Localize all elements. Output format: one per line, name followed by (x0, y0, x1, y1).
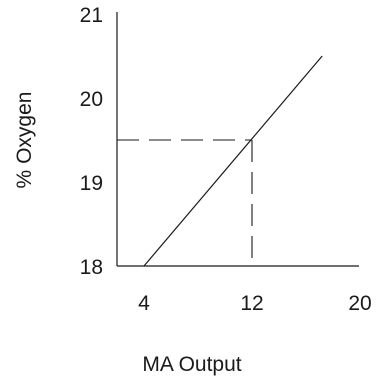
series-line (143, 55, 323, 267)
x-tick-labels: 4 12 20 (138, 292, 372, 315)
y-tick-labels: 18 19 20 21 (80, 4, 103, 279)
x-axis-title: MA Output (142, 353, 241, 376)
y-tick-label: 20 (80, 88, 103, 111)
y-axis-title: % Oxygen (13, 92, 36, 189)
series-line-group (143, 55, 323, 267)
y-tick-label: 18 (80, 256, 103, 279)
x-tick-label: 4 (138, 292, 150, 315)
y-tick-label: 19 (80, 172, 103, 195)
reference-lines (117, 139, 253, 266)
x-tick-label: 12 (240, 292, 263, 315)
x-tick-label: 20 (348, 292, 371, 315)
y-tick-label: 21 (80, 4, 103, 27)
